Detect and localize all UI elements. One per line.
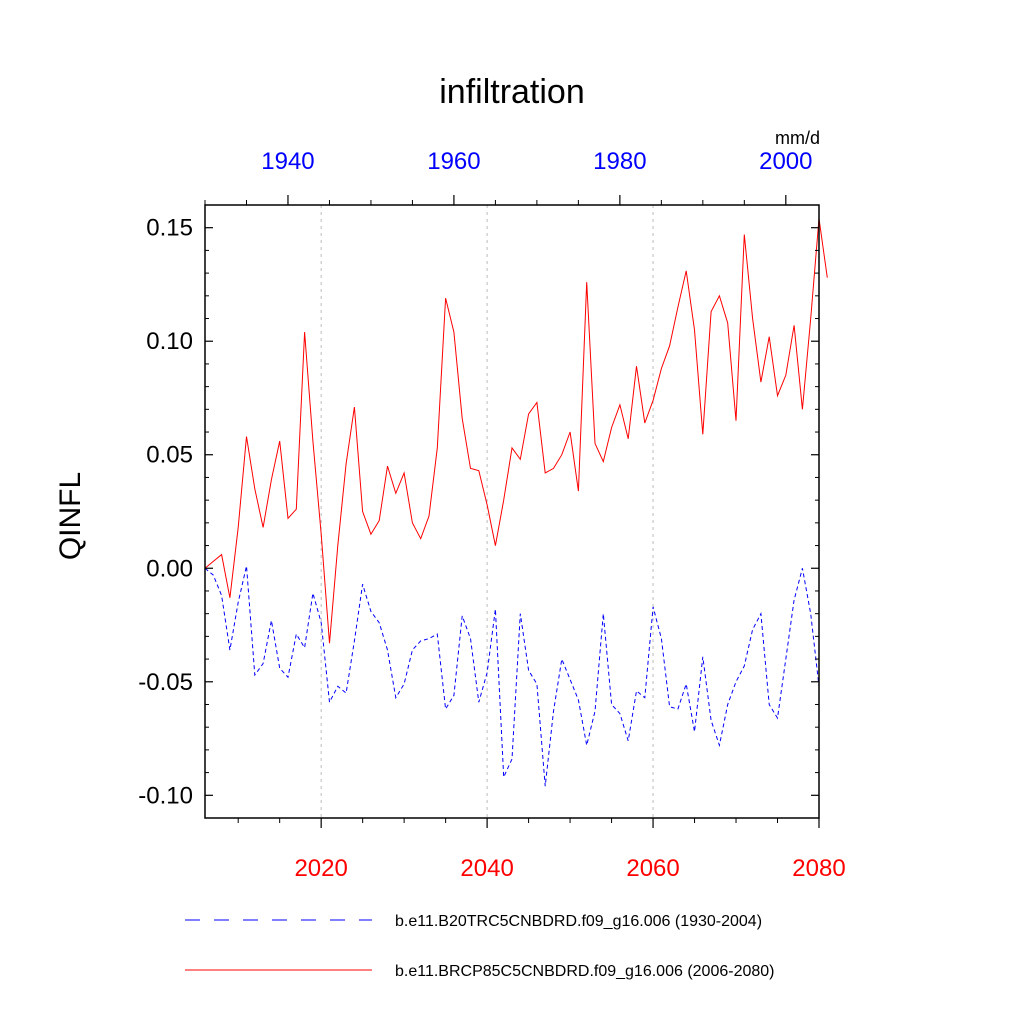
y-tick-label: 0.00 bbox=[146, 555, 193, 582]
axis-ticks: -0.10 -0.05 0.00 0.05 0.10 0.15 2020 2040 2060 20… bbox=[138, 148, 845, 882]
legend-label-historical: b.e11.B20TRC5CNBDRD.f09_g16.006 (1930-20… bbox=[395, 913, 762, 930]
plot-frame bbox=[204, 204, 820, 819]
x-top-tick-label: 1940 bbox=[261, 148, 314, 175]
legend: b.e11.B20TRC5CNBDRD.f09_g16.006 (1930-20… bbox=[185, 913, 774, 980]
gridlines bbox=[320, 205, 654, 818]
chart-title: infiltration bbox=[439, 73, 585, 111]
y-tick-label: -0.05 bbox=[138, 669, 193, 696]
legend-label-rcp85: b.e11.BRCP85C5CNBDRD.f09_g16.006 (2006-2… bbox=[395, 963, 774, 980]
y-tick-label: 0.05 bbox=[146, 442, 193, 469]
x-bottom-tick-label: 2040 bbox=[460, 855, 513, 882]
x-bottom-tick-label: 2080 bbox=[792, 855, 845, 882]
units-label: mm/d bbox=[775, 128, 820, 148]
x-bottom-tick-label: 2060 bbox=[626, 855, 679, 882]
y-tick-label: -0.10 bbox=[138, 782, 193, 809]
y-axis-label: QINFL bbox=[54, 472, 87, 560]
x-top-tick-label: 1960 bbox=[427, 148, 480, 175]
x-top-tick-label: 1980 bbox=[593, 148, 646, 175]
plot-lines bbox=[204, 218, 828, 787]
y-tick-label: 0.10 bbox=[146, 328, 193, 355]
series-line-historical bbox=[204, 565, 820, 787]
x-top-tick-label: 2000 bbox=[759, 148, 812, 175]
x-bottom-tick-label: 2020 bbox=[294, 855, 347, 882]
series-line-rcp85 bbox=[204, 218, 828, 644]
y-tick-label: 0.15 bbox=[146, 215, 193, 242]
